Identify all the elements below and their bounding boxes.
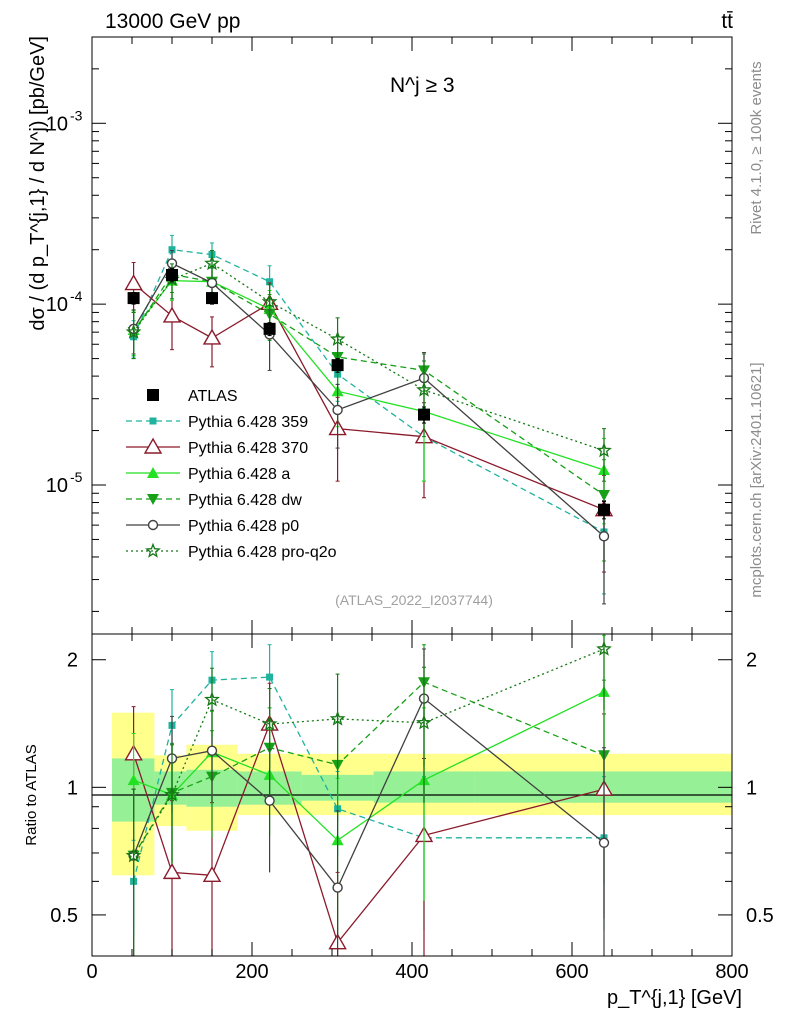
legend-marker	[147, 389, 159, 401]
legend: ATLAS Pythia 6.428 359 Pythia 6.428 370 Pyt…	[126, 388, 337, 561]
ratio-ytick-label-right: 2	[746, 650, 757, 672]
legend-label: Pythia 6.428 a	[188, 466, 290, 483]
data-point	[261, 293, 278, 309]
series-line	[133, 273, 605, 496]
ratio-point	[332, 882, 343, 893]
data-point	[596, 442, 612, 458]
xticks: 0 200 400 600 800	[86, 37, 749, 983]
main-ytick-label: 10	[46, 475, 68, 497]
main-marks	[124, 234, 614, 605]
legend-label: Pythia 6.428 370	[188, 440, 308, 457]
ratio-series-pythia-6-428-pro-q2o	[125, 633, 612, 956]
main-yticks: 10-510-410-3	[46, 36, 732, 612]
legend-label: Pythia 6.428 pro-q2o	[188, 544, 337, 561]
ratio-bands	[112, 712, 732, 876]
legend-marker	[143, 437, 163, 454]
ratio-point	[596, 640, 612, 656]
ratio-point	[206, 745, 218, 756]
data-point	[162, 306, 182, 323]
series-atlas	[127, 268, 610, 520]
ratio-marks	[124, 633, 614, 956]
data-point	[206, 277, 218, 289]
data-point	[329, 330, 346, 346]
ratio-point	[204, 691, 220, 707]
ratio-panel: 0.5 0.51 12 2 0 200 400 600 800 Ratio to ATLAS …	[23, 37, 774, 1009]
legend-label: Pythia 6.428 359	[188, 414, 308, 431]
header-right: tt̄	[721, 10, 733, 33]
data-point	[168, 246, 176, 254]
watermark: (ATLAS_2022_I2037744)	[335, 592, 493, 608]
data-point	[206, 292, 218, 305]
main-ylabel: dσ / (d p_T^{j,1} / d N^j) [pb/GeV]	[27, 36, 49, 331]
data-point	[418, 408, 430, 421]
rivet-label: Rivet 4.1.0, ≥ 100k events	[748, 61, 765, 234]
main-panel: 10-510-410-3 N^j ≥ 3 (ATLAS_2022_I203774…	[27, 36, 733, 635]
xtick-label: 800	[715, 961, 748, 983]
main-title: N^j ≥ 3	[390, 74, 455, 97]
ratio-ytick-label-left: 2	[67, 650, 78, 672]
ratio-point	[125, 847, 142, 863]
ratio-ytick-label-right: 0.5	[746, 905, 774, 927]
legend-marker	[147, 519, 159, 531]
data-point	[263, 322, 276, 335]
legend-marker	[147, 494, 159, 505]
legend-label: Pythia 6.428 dw	[188, 492, 302, 509]
ratio-point	[416, 714, 432, 730]
data-point	[598, 490, 610, 502]
ratio-point	[329, 710, 346, 726]
data-point	[202, 328, 222, 345]
xtick-label: 0	[86, 961, 97, 983]
data-point	[124, 274, 143, 291]
ratio-point	[202, 865, 222, 883]
ratio-point	[164, 786, 180, 802]
data-point	[332, 404, 343, 416]
ratio-point	[127, 774, 140, 786]
data-point	[127, 292, 140, 305]
xlabel: p_T^{j,1} [GeV]	[607, 987, 742, 1009]
data-point	[266, 278, 274, 286]
data-point	[598, 503, 610, 516]
data-point	[416, 381, 432, 397]
ratio-point	[598, 837, 610, 848]
ratio-point	[264, 795, 275, 806]
main-ytick-label: 10	[46, 294, 68, 316]
xtick-label: 600	[555, 961, 588, 983]
ratio-ylabel: Ratio to ATLAS	[23, 744, 40, 845]
ratio-point	[266, 673, 274, 681]
data-point	[204, 255, 220, 271]
legend-marker	[149, 417, 157, 425]
ratio-ytick-label-left: 0.5	[50, 905, 78, 927]
legend-marker	[147, 467, 159, 478]
main-ytick-label: 10	[46, 113, 68, 135]
series-pythia-6-428-dw	[127, 259, 610, 562]
data-point	[166, 268, 178, 281]
header-left: 13000 GeV pp	[105, 10, 240, 33]
data-point	[331, 359, 344, 372]
mcplots-label: mcplots.cern.ch [arXiv:2401.10621]	[748, 362, 765, 597]
ratio-point	[162, 862, 182, 880]
xtick-label: 200	[235, 961, 268, 983]
ratio-ytick-label-right: 1	[746, 777, 757, 799]
main-ytick-exponent: -5	[70, 469, 83, 485]
ratio-yticks: 0.5 0.5 1 1 2 2	[50, 650, 774, 927]
data-point	[598, 531, 610, 542]
ratio-point	[261, 715, 278, 731]
legend-label: Pythia 6.428 p0	[188, 518, 299, 535]
legend-label: ATLAS	[188, 388, 238, 405]
main-ytick-exponent: -4	[70, 288, 83, 304]
xtick-label: 400	[395, 961, 428, 983]
main-ytick-exponent: -3	[70, 107, 83, 123]
ratio-ytick-label-left: 1	[67, 777, 78, 799]
legend-marker	[145, 542, 161, 558]
data-point	[125, 323, 142, 339]
